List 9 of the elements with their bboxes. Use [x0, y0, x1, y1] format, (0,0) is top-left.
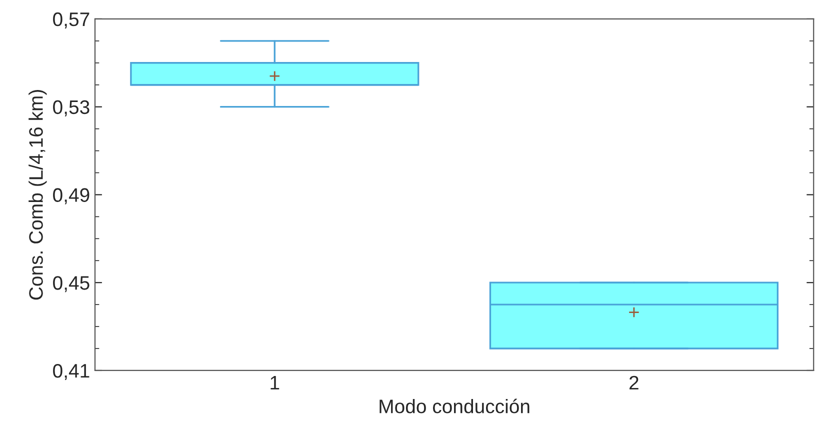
y-axis-title: Cons. Comb (L/4,16 km): [28, 90, 47, 300]
y-tick-label: 0,57: [53, 12, 90, 28]
x-axis-title: Modo conducción: [380, 398, 530, 414]
y-tick-label: 0,45: [53, 276, 90, 292]
y-tick-label: 0,49: [53, 188, 90, 204]
x-tick-label: 2: [630, 376, 638, 390]
y-tick-label: 0,53: [53, 100, 90, 116]
y-tick-label: 0,41: [53, 364, 90, 380]
x-tick-label: 1: [270, 376, 280, 390]
